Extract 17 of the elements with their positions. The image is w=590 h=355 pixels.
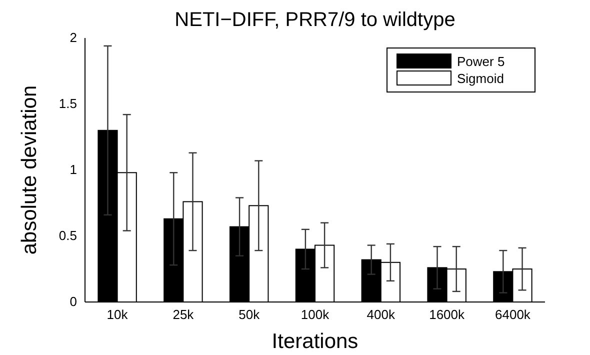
- x-tick-label: 1600k: [429, 307, 466, 322]
- x-tick-label: 25k: [172, 307, 194, 322]
- y-tick-label: 1: [70, 162, 77, 178]
- chart-title: NETI−DIFF, PRR7/9 to wildtype: [174, 9, 456, 31]
- x-tick-label: 50k: [238, 307, 260, 322]
- y-tick-label: 0.5: [58, 228, 77, 244]
- x-tick-label: 400k: [366, 307, 396, 322]
- legend-label: Power 5: [457, 54, 505, 69]
- y-axis-title: absolute deviation: [18, 85, 41, 255]
- y-tick-label: 1.5: [58, 96, 77, 112]
- x-tick-label: 10k: [106, 307, 128, 322]
- x-tick-label: 100k: [300, 307, 330, 322]
- legend-label: Sigmoid: [457, 71, 504, 86]
- y-tick-label: 2: [70, 30, 77, 46]
- x-axis-title: Iterations: [272, 330, 358, 353]
- x-tick-label: 6400k: [494, 307, 531, 322]
- y-tick-label: 0: [70, 294, 77, 310]
